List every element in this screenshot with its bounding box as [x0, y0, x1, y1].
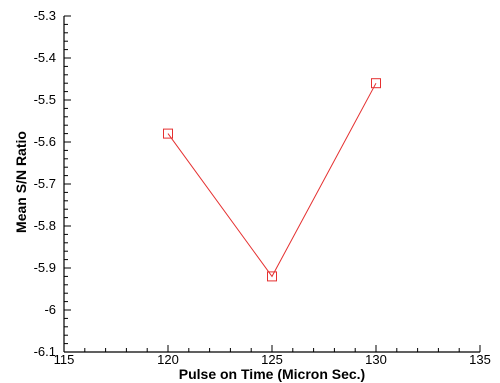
x-tick-label: 130: [365, 352, 387, 367]
y-tick-label: -5.7: [34, 176, 56, 191]
data-point-marker: [163, 128, 173, 139]
x-tick-label: 125: [261, 352, 283, 367]
y-tick-label: -5.5: [34, 92, 56, 107]
y-tick-label: -6: [44, 302, 56, 317]
y-tick-label: -5.6: [34, 134, 56, 149]
y-tick-label: -6.1: [34, 344, 56, 359]
data-point-marker: [371, 78, 381, 89]
y-tick-label: -5.4: [34, 50, 56, 65]
plot-axes: [63, 16, 480, 353]
data-point-marker: [267, 271, 277, 282]
y-axis-title: Mean S/N Ratio: [13, 131, 29, 233]
y-tick-label: -5.3: [34, 8, 56, 23]
y-tick-label: -5.9: [34, 260, 56, 275]
x-tick-label: 135: [469, 352, 491, 367]
x-tick-label: 115: [54, 352, 75, 367]
y-tick-label: -5.8: [34, 218, 56, 233]
x-axis-ticks: 115 120 125 130 135: [54, 345, 491, 367]
series-layer: [163, 78, 381, 282]
x-tick-label: 120: [157, 352, 179, 367]
series-line: [167, 82, 377, 278]
x-axis-title: Pulse on Time (Micron Sec.): [179, 366, 365, 382]
y-axis-ticks: -6.1 -6 -5.9 -5.8 -5.7 -5.6 -5.5 -5.4 -5.3: [34, 8, 71, 359]
